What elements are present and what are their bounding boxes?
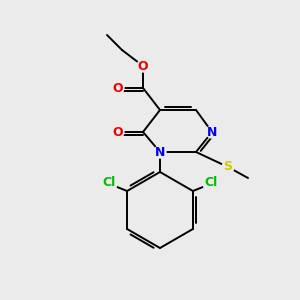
Circle shape [154, 146, 166, 158]
Text: O: O [113, 82, 123, 94]
Circle shape [112, 126, 124, 138]
Circle shape [137, 60, 149, 72]
Circle shape [222, 161, 234, 173]
Circle shape [206, 126, 218, 138]
Text: O: O [138, 59, 148, 73]
Circle shape [112, 82, 124, 94]
Circle shape [101, 175, 117, 191]
Text: Cl: Cl [204, 176, 218, 190]
Text: S: S [224, 160, 232, 173]
Text: N: N [207, 125, 217, 139]
Text: O: O [113, 125, 123, 139]
Circle shape [203, 175, 219, 191]
Text: N: N [155, 146, 165, 158]
Text: Cl: Cl [103, 176, 116, 190]
